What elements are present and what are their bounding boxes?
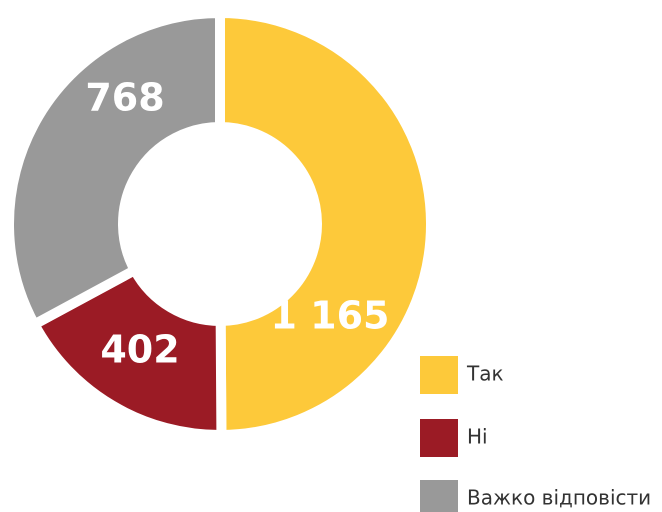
donut-slice	[4, 7, 225, 332]
legend-swatch	[420, 480, 458, 512]
legend-label: Ні	[467, 425, 488, 449]
legend-swatch	[420, 419, 458, 457]
legend-label: Важко відповісти	[467, 486, 651, 510]
value-label: 768	[85, 76, 164, 120]
value-label: 1 165	[271, 294, 390, 338]
donut-slice	[215, 7, 436, 441]
donut-slice	[27, 263, 227, 440]
legend-label: Так	[466, 362, 504, 386]
legend-swatch	[420, 356, 458, 394]
value-label: 402	[100, 328, 179, 372]
